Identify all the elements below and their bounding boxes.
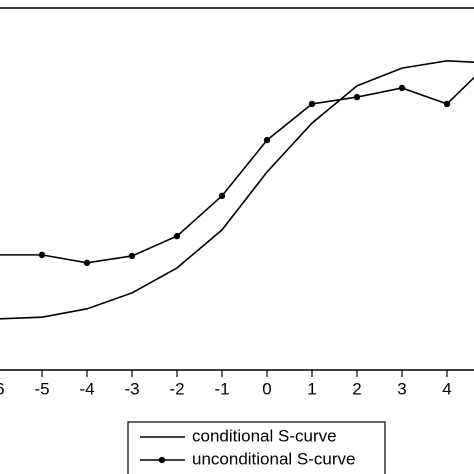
series-line (0, 60, 474, 320)
x-tick-label: 1 (307, 379, 316, 398)
x-tick-label: -1 (214, 379, 229, 398)
x-tick-label: -4 (79, 379, 94, 398)
point (443, 100, 451, 108)
x-tick-label: -6 (0, 379, 5, 398)
x-tick-label: 3 (397, 379, 406, 398)
legend-label: conditional S-curve (192, 426, 337, 445)
legend (127, 421, 386, 474)
point (83, 259, 91, 267)
point (218, 192, 226, 200)
legend-label: unconditional S-curve (192, 449, 355, 468)
x-tick-label: -5 (34, 379, 49, 398)
x-tick-label: 2 (352, 379, 361, 398)
x-tick-label: 4 (442, 379, 451, 398)
x-tick-label: 0 (262, 379, 271, 398)
point (353, 93, 361, 101)
point (38, 251, 46, 259)
series-line (0, 76, 474, 264)
point (173, 232, 181, 240)
plot-area (0, 60, 474, 320)
x-tick-label: -3 (124, 379, 139, 398)
point (308, 100, 316, 108)
point (128, 252, 136, 260)
point (398, 84, 406, 92)
legend-marker (158, 456, 166, 464)
x-tick-label: -2 (169, 379, 184, 398)
point (263, 136, 271, 144)
